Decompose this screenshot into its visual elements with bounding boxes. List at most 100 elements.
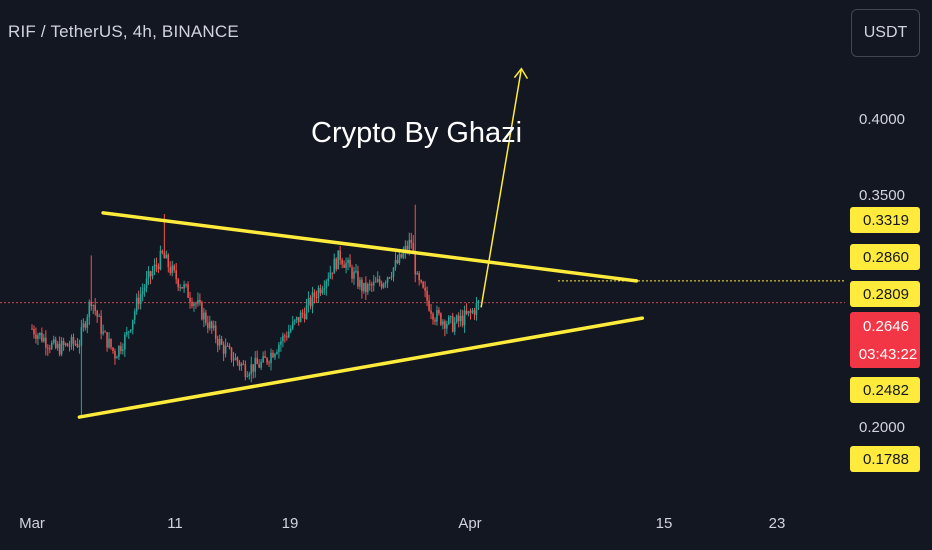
candle-body	[295, 317, 298, 320]
candle-body	[210, 321, 213, 329]
candle-body	[410, 239, 413, 243]
candle-body	[189, 297, 191, 302]
candle-body	[84, 323, 87, 328]
x-tick-label: 11	[167, 515, 183, 532]
candle-body	[185, 284, 187, 286]
candle-body	[116, 356, 118, 359]
candle-body	[149, 271, 152, 277]
y-tick-label: 0.4000	[859, 111, 905, 128]
candle-body	[137, 297, 140, 305]
candle-body	[127, 331, 130, 333]
candle-body	[475, 303, 478, 315]
candle-body	[392, 267, 395, 277]
candle-body	[37, 335, 39, 339]
candle-body	[438, 310, 440, 314]
candle-body	[293, 319, 296, 322]
candle-body	[331, 272, 334, 274]
candle-body	[47, 347, 49, 349]
candle-body	[274, 353, 276, 358]
price-level-box	[850, 207, 920, 233]
candle-body	[426, 290, 428, 301]
candle-body	[374, 281, 377, 283]
candle-body	[45, 337, 47, 348]
candle-body	[398, 254, 401, 263]
candle-body	[384, 282, 387, 284]
candle-body	[159, 250, 162, 270]
price-level-label: 0.2482	[863, 382, 909, 399]
candle-body	[232, 359, 235, 361]
candle-body	[199, 299, 201, 303]
candle-body	[323, 288, 326, 290]
candle-body	[31, 328, 33, 330]
candle-body	[163, 252, 166, 259]
candle-body	[153, 264, 156, 272]
candle-body	[388, 277, 391, 279]
candle-body	[171, 265, 174, 274]
candle-body	[363, 282, 365, 292]
candle-body	[368, 284, 371, 286]
candle-body	[382, 283, 385, 288]
candle-body	[467, 311, 470, 314]
candle-body	[48, 348, 51, 350]
candle-body	[276, 351, 278, 354]
candle-body	[50, 342, 53, 349]
candle-body	[353, 271, 355, 279]
candle-body	[442, 321, 444, 325]
candle-body	[72, 337, 75, 344]
candle-body	[307, 297, 310, 306]
candle-body	[370, 284, 373, 286]
candle-body	[118, 345, 120, 357]
candle-body	[380, 283, 383, 288]
x-tick-label: Mar	[19, 515, 45, 532]
candle-body	[455, 315, 458, 323]
candle-body	[43, 337, 45, 342]
candle-body	[303, 313, 306, 320]
x-tick-label: 19	[282, 515, 299, 532]
candle-body	[173, 265, 176, 271]
candle-body	[151, 271, 154, 277]
candle-body	[349, 259, 351, 268]
candle-body	[208, 321, 211, 329]
candle-body	[465, 310, 468, 314]
candle-body	[78, 345, 81, 347]
candle-body	[272, 352, 274, 358]
candle-body	[108, 338, 110, 348]
candle-body	[337, 250, 339, 270]
candle-body	[329, 272, 332, 279]
candle-body	[141, 291, 144, 295]
candle-body	[124, 334, 126, 350]
candle-body	[341, 259, 343, 265]
candle-body	[473, 310, 476, 315]
candle-body	[54, 339, 57, 349]
candle-body	[451, 316, 454, 332]
candle-body	[169, 267, 172, 274]
price-level-box	[850, 244, 920, 270]
candle-body	[367, 284, 369, 293]
candle-body	[147, 271, 150, 279]
candle-body	[288, 331, 290, 338]
candle-body	[155, 264, 158, 267]
candle-body	[394, 259, 397, 268]
candle-body	[372, 281, 375, 286]
candle-body	[131, 319, 134, 330]
candle-body	[327, 278, 330, 282]
candle-body	[41, 332, 43, 342]
candle-body	[315, 297, 318, 299]
candle-body	[325, 281, 328, 289]
candle-body	[313, 292, 316, 298]
candle-body	[268, 362, 270, 364]
candle-body	[463, 310, 466, 326]
candle-body	[436, 310, 438, 322]
currency-button[interactable]: USDT	[851, 9, 920, 57]
price-level-label: 0.2860	[863, 249, 909, 266]
candle-body	[230, 347, 233, 360]
candle-body	[444, 321, 446, 329]
candle-body	[214, 325, 217, 339]
candle-body	[262, 356, 264, 362]
candle-body	[102, 331, 104, 334]
candle-body	[129, 329, 132, 332]
candle-body	[424, 287, 426, 291]
candle-body	[289, 328, 292, 332]
candle-body	[218, 338, 221, 346]
